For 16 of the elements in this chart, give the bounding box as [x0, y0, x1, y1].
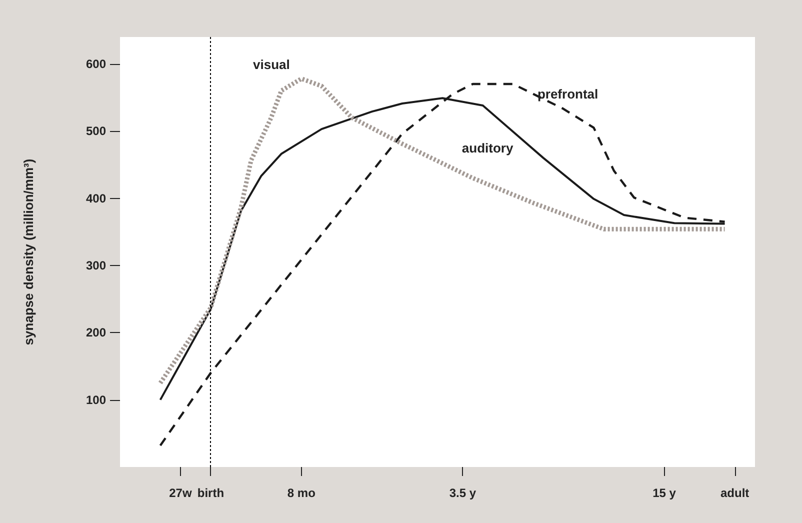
- y-tick-label: 600: [86, 56, 106, 71]
- x-tick-label: birth: [197, 486, 224, 500]
- x-tick-label: adult: [720, 486, 750, 500]
- y-tick-label: 400: [86, 191, 106, 206]
- y-tick-label: 500: [86, 124, 106, 138]
- series-label: auditory: [462, 140, 514, 156]
- y-tick-label: 300: [86, 258, 106, 272]
- x-tick-label: 3.5 y: [449, 486, 476, 500]
- series-label: visual: [253, 57, 290, 72]
- y-tick-label: 100: [86, 392, 106, 407]
- x-tick-label: 8 mo: [287, 486, 316, 500]
- x-tick-label: 15 y: [652, 486, 676, 500]
- x-tick-label: 27w: [169, 486, 192, 500]
- y-tick-label: 200: [86, 326, 106, 340]
- series-label: prefrontal: [537, 86, 598, 102]
- y-axis-title: synapse density (million/mm³): [21, 158, 36, 346]
